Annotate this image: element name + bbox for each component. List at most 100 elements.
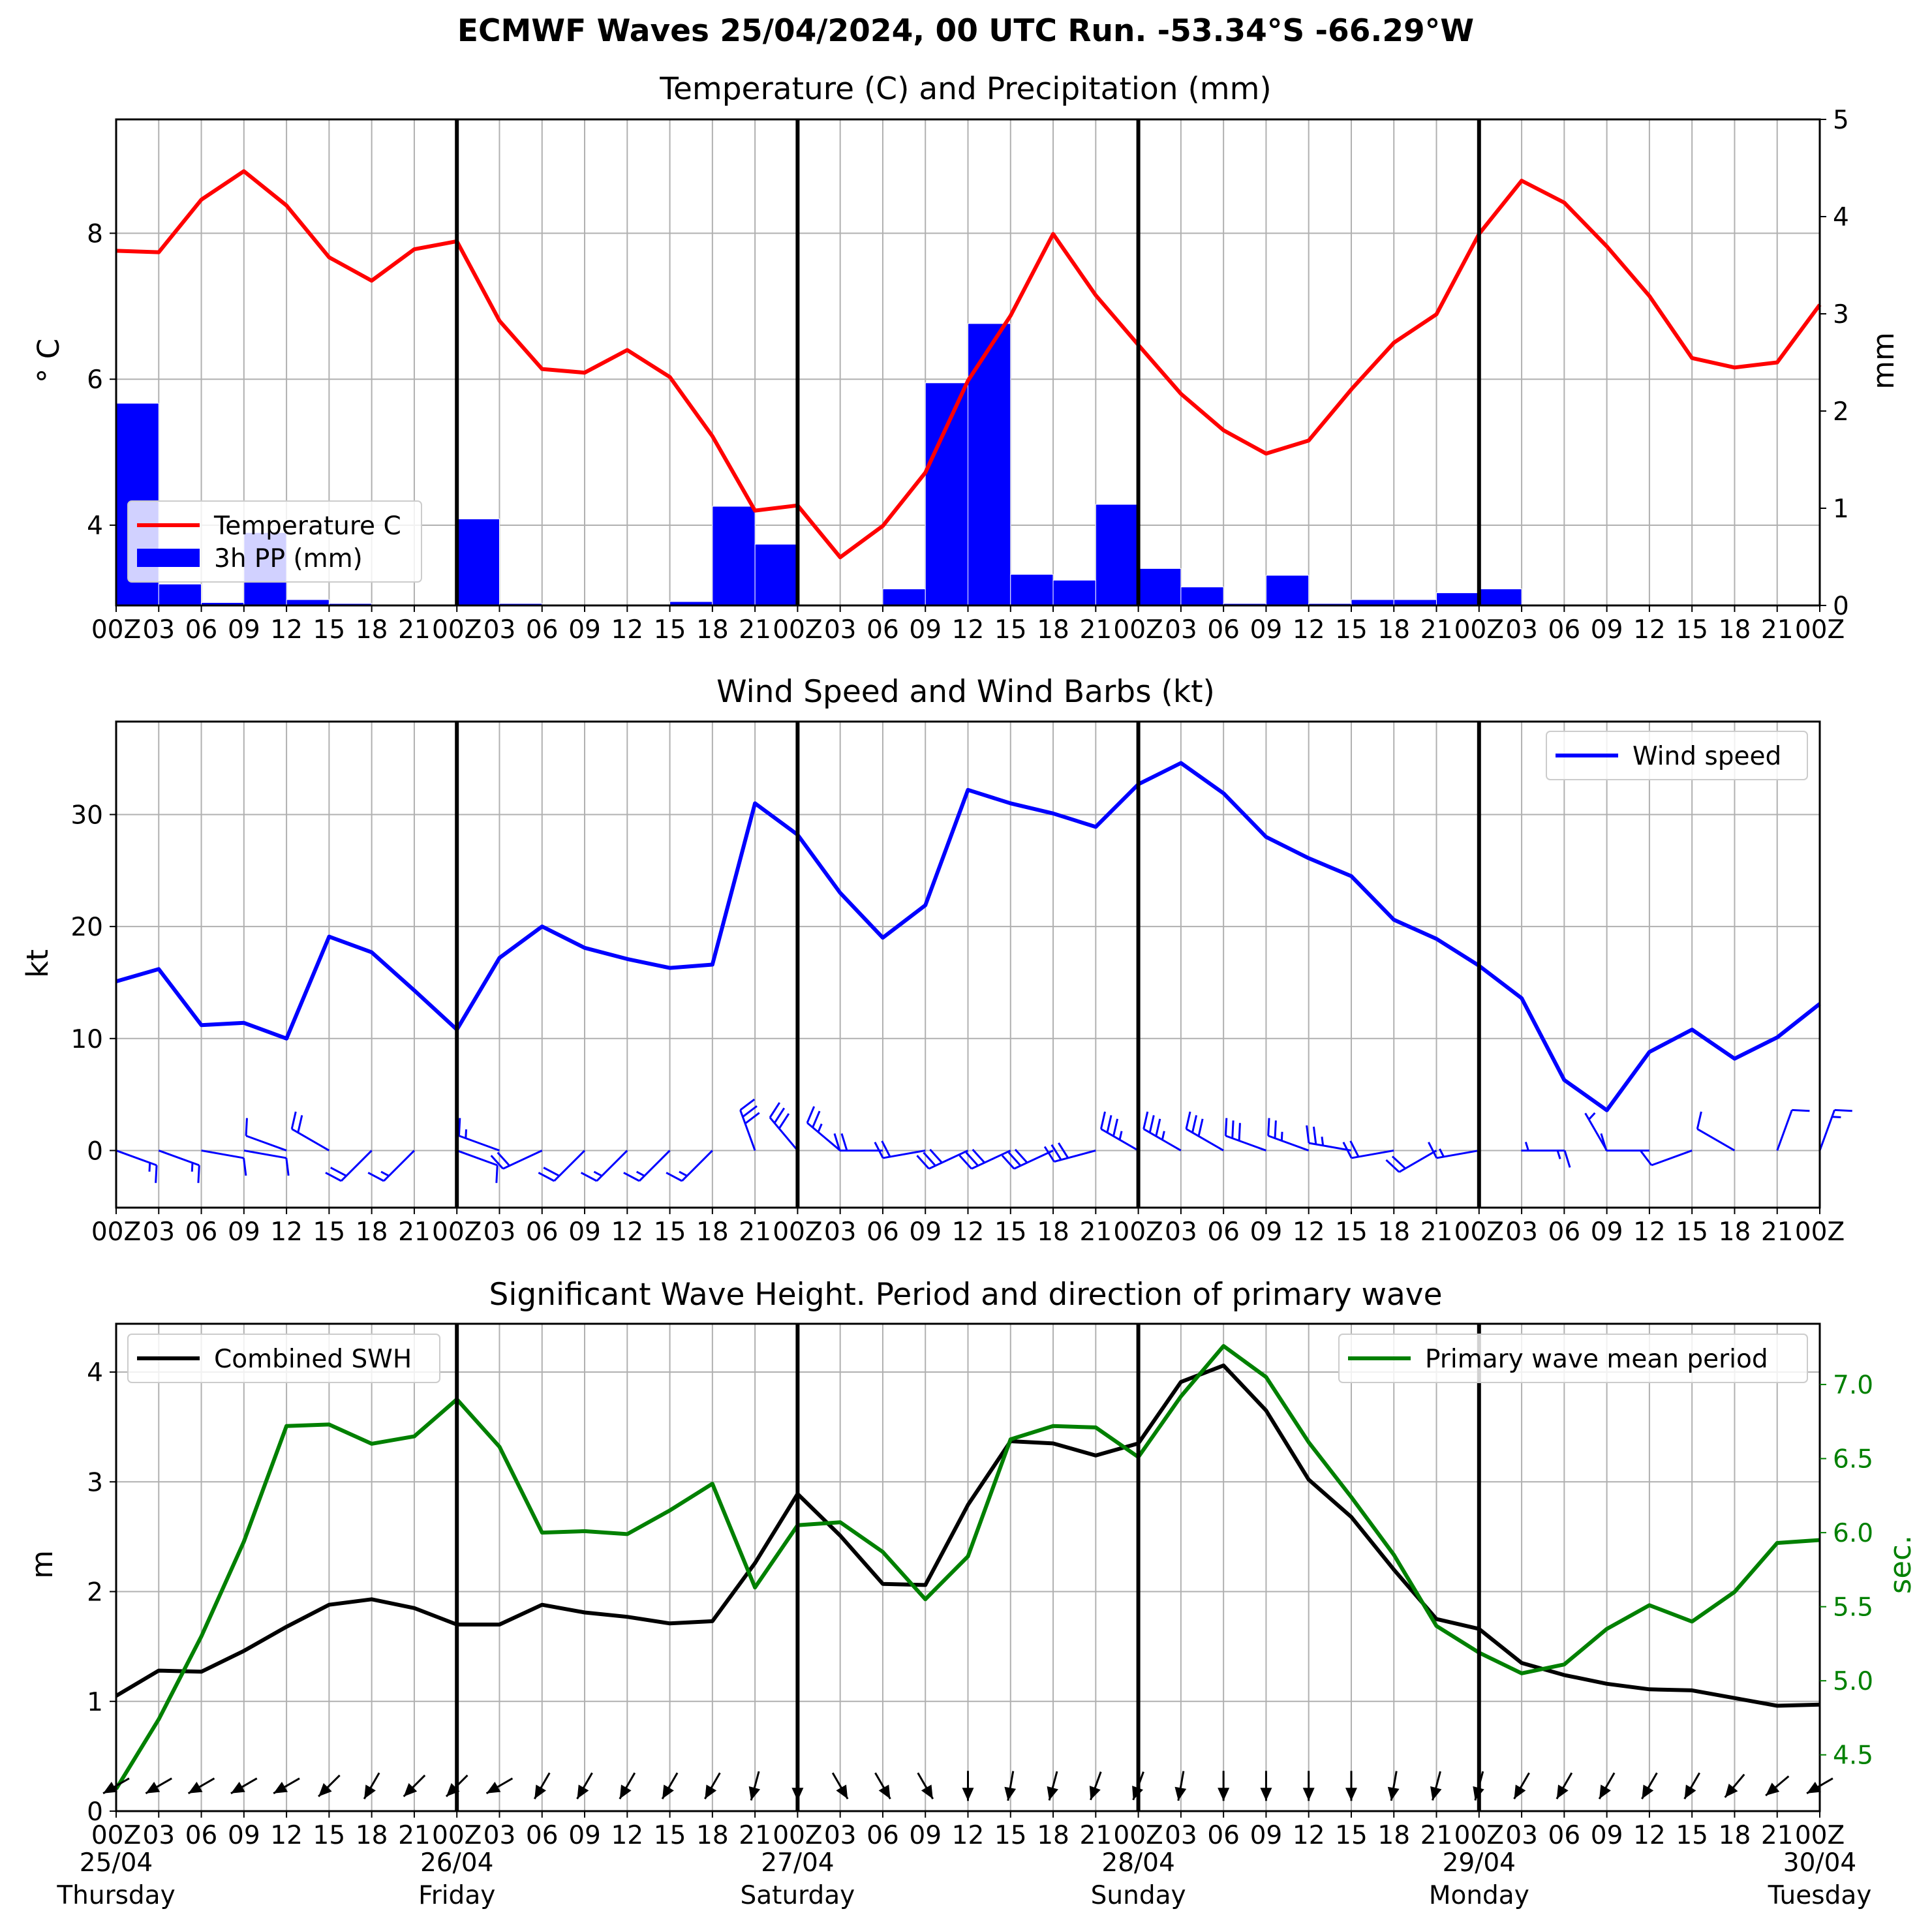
- y-tick-label: 8: [87, 220, 103, 249]
- wave-direction-arrow: [661, 1772, 679, 1799]
- x-tick-label: 06: [1548, 615, 1581, 645]
- barb-half-feather: [1588, 1112, 1596, 1120]
- x-tick-label: 18: [356, 615, 388, 645]
- wave-direction-arrow: [145, 1777, 172, 1795]
- wave-direction-arrow: [704, 1772, 721, 1799]
- wave-line-layer: [114, 1344, 1820, 1790]
- legend-entry-label: Wind speed: [1633, 742, 1781, 771]
- x-tick-label: 09: [568, 1821, 601, 1850]
- wave-direction-arrow: [1174, 1771, 1187, 1801]
- barb-full-feather: [197, 1165, 200, 1183]
- barb-full-feather: [923, 1152, 936, 1167]
- day-weekday-label: Monday: [1429, 1881, 1529, 1910]
- x-tick-label: 15: [313, 615, 346, 645]
- arrow-head: [1302, 1788, 1315, 1801]
- x-tick-label: 00Z: [773, 1217, 822, 1247]
- wave-direction-arrow: [318, 1774, 341, 1797]
- x-tick-label: 06: [185, 1217, 218, 1247]
- x-tick-label: 15: [1335, 1821, 1368, 1850]
- x-tick-label: 18: [356, 1821, 388, 1850]
- y2-tick-label: 4: [1833, 203, 1849, 232]
- x-tick-label: 12: [270, 1217, 303, 1247]
- barb-half-feather: [1118, 1131, 1123, 1140]
- wind-barb: [580, 1150, 628, 1182]
- barb-full-feather: [543, 1167, 560, 1177]
- barb-half-feather: [1439, 1148, 1445, 1157]
- arrow-head: [921, 1784, 933, 1799]
- y-tick-label: 4: [87, 512, 103, 541]
- wind-barb: [874, 1140, 926, 1159]
- barb-full-feather: [778, 1113, 790, 1129]
- barb-half-feather: [636, 1170, 645, 1177]
- barb-full-feather: [1349, 1140, 1360, 1157]
- y-tick-label: 0: [87, 1797, 103, 1827]
- wind-barb: [1776, 1108, 1810, 1151]
- wave-direction-arrow: [619, 1772, 636, 1799]
- day-date-label: 26/04: [420, 1848, 493, 1878]
- arrow-head: [577, 1784, 589, 1799]
- barb-full-feather: [1007, 1152, 1022, 1167]
- wind-barb: [367, 1150, 415, 1182]
- x-tick-label: 15: [1676, 1821, 1708, 1850]
- x-tick-label: 21: [1420, 1821, 1453, 1850]
- x-tick-label: 03: [483, 1217, 516, 1247]
- day-date-label: 30/04: [1783, 1848, 1856, 1878]
- x-tick-label: 00Z: [432, 615, 482, 645]
- precipitation-bar: [712, 506, 756, 606]
- barb-full-feather: [325, 1172, 342, 1182]
- x-tick-label: 18: [356, 1217, 388, 1247]
- barb-half-feather: [1556, 1150, 1561, 1159]
- precipitation-bar: [754, 543, 798, 606]
- barb-full-feather: [1001, 1155, 1015, 1170]
- legend: Temperature C 3h PP (mm): [127, 500, 422, 583]
- x-tick-label: 15: [994, 1821, 1027, 1850]
- wave-direction-arrow: [1513, 1772, 1530, 1799]
- barb-full-feather: [538, 1172, 555, 1182]
- x-tick-label: 03: [142, 615, 175, 645]
- barb-full-feather: [1428, 1142, 1438, 1159]
- x-tick-label: 21: [739, 1217, 771, 1247]
- arrow-head: [705, 1784, 717, 1799]
- wave-direction-arrow: [1387, 1771, 1400, 1801]
- y2-tick-label: 5.5: [1833, 1593, 1873, 1623]
- barb-full-feather: [972, 1148, 986, 1164]
- precipitation-bar: [1265, 575, 1310, 606]
- wave-direction-arrow: [831, 1772, 849, 1799]
- x-tick-label: 15: [1676, 1217, 1708, 1247]
- legend-bar-swatch: [137, 549, 200, 567]
- barb-full-feather: [1148, 1115, 1155, 1133]
- x-tick-label: 18: [1377, 615, 1410, 645]
- wind-speed-line: [115, 761, 1821, 1112]
- x-tick-label: 03: [824, 1217, 857, 1247]
- barb-full-feather: [367, 1172, 384, 1182]
- wind-panel: Wind Speed and Wind Barbs (kt) kt 0 10 20 3…: [20, 674, 1852, 1247]
- wind-barb: [115, 1150, 158, 1183]
- arrow-head: [836, 1784, 848, 1799]
- barb-shaft: [1436, 1149, 1480, 1159]
- x-tick-label: 06: [1207, 1821, 1240, 1850]
- y2-tick-label: 7.0: [1833, 1371, 1873, 1400]
- arrow-head: [318, 1783, 332, 1797]
- barb-full-feather: [1155, 1118, 1161, 1137]
- y-tick-label: 2: [87, 1578, 103, 1608]
- day-weekday-label: Friday: [418, 1881, 495, 1910]
- y2-tick-label: 6.0: [1833, 1519, 1873, 1548]
- barb-half-feather: [817, 1123, 823, 1133]
- y2-tick-label: 2: [1833, 397, 1849, 427]
- x-tick-label: 00Z: [1795, 615, 1845, 645]
- x-tick-label: 21: [1080, 1821, 1112, 1850]
- barb-full-feather: [1563, 1150, 1571, 1168]
- y2-tick-label: 5.0: [1833, 1667, 1873, 1696]
- barb-full-feather: [929, 1148, 943, 1164]
- wave-direction-arrow: [1430, 1771, 1442, 1801]
- wave-direction-arrow: [1302, 1771, 1315, 1801]
- barb-half-feather: [380, 1170, 390, 1177]
- x-tick-label: 00Z: [773, 615, 822, 645]
- x-tick-label: 03: [1165, 615, 1197, 645]
- barb-full-feather: [1312, 1126, 1317, 1145]
- barb-full-feather: [916, 1155, 930, 1170]
- barb-full-feather: [769, 1102, 781, 1118]
- barb-full-feather: [1640, 1150, 1653, 1166]
- x-tick-label: 12: [611, 1217, 643, 1247]
- wind-barb: [1342, 1140, 1394, 1159]
